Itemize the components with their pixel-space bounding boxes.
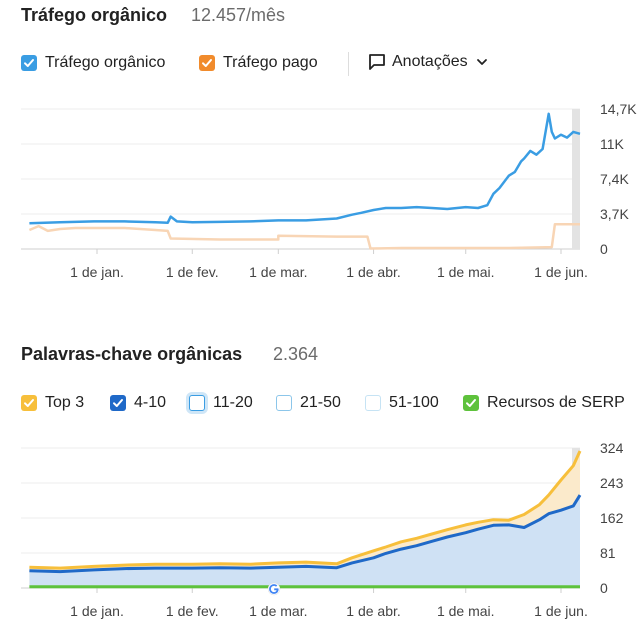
- chevron-down-icon: [476, 56, 488, 68]
- keywords-title: Palavras-chave orgânicas: [21, 344, 243, 364]
- x-tick-label: 1 de mar.: [249, 603, 307, 619]
- legend-serp-features[interactable]: Recursos de SERP: [463, 394, 625, 412]
- legend-organic-traffic[interactable]: Tráfego orgânico: [21, 54, 165, 72]
- legend-top3-label: Top 3: [45, 394, 85, 411]
- legend-serp-label: Recursos de SERP: [487, 394, 625, 411]
- y-tick-label: 81: [600, 545, 616, 561]
- x-tick-label: 1 de jan.: [70, 603, 124, 619]
- legend-51-100[interactable]: 51-100: [365, 394, 439, 412]
- google-icon: [267, 582, 281, 596]
- checkbox-checked-icon[interactable]: [110, 395, 126, 411]
- x-tick-label: 1 de abr.: [346, 264, 401, 280]
- y-tick-label: 7,4K: [600, 171, 629, 187]
- legend-paid-label: Tráfego pago: [223, 54, 318, 71]
- comment-icon: [368, 53, 386, 71]
- y-tick-label: 11K: [600, 136, 625, 152]
- checkbox-unchecked-icon[interactable]: [189, 395, 205, 411]
- x-tick-label: 1 de fev.: [166, 264, 219, 280]
- legend-top3[interactable]: Top 3: [21, 394, 84, 412]
- series-line-0: [29, 112, 581, 225]
- checkbox-checked-icon[interactable]: [199, 55, 215, 71]
- legend-4-10-label: 4-10: [134, 394, 167, 411]
- y-tick-label: 0: [600, 241, 608, 257]
- organic-traffic-chart[interactable]: 14,7K 11K 7,4K 3,7K 0 1 de jan. 1 de fev. 1 de …: [0, 0, 640, 300]
- legend-21-50[interactable]: 21-50: [276, 394, 341, 412]
- y-tick-label: 243: [600, 475, 624, 491]
- y-tick-label: 14,7K: [600, 101, 637, 117]
- legend-paid-traffic[interactable]: Tráfego pago: [199, 54, 318, 72]
- legend-21-50-label: 21-50: [300, 394, 341, 411]
- legend-11-20-label: 11-20: [213, 394, 253, 411]
- traffic-value: 12.457/mês: [191, 5, 286, 25]
- y-tick-label: 162: [600, 510, 624, 526]
- x-tick-label: 1 de mar.: [249, 264, 307, 280]
- checkbox-checked-icon[interactable]: [463, 395, 479, 411]
- legend-11-20[interactable]: 11-20: [189, 394, 253, 412]
- legend-51-100-label: 51-100: [389, 394, 439, 411]
- checkbox-unchecked-icon[interactable]: [276, 395, 292, 411]
- x-tick-label: 1 de mai.: [437, 264, 495, 280]
- series-line-0: [29, 450, 582, 570]
- x-tick-label: 1 de jun.: [534, 264, 588, 280]
- series-line-1: [29, 494, 582, 574]
- series-line-1: [28, 222, 580, 250]
- series-area-1: [29, 495, 580, 588]
- x-tick-label: 1 de abr.: [346, 603, 401, 619]
- google-icon-g: [269, 584, 279, 594]
- keywords-value: 2.364: [273, 344, 319, 364]
- annotations-dropdown[interactable]: Anotações: [368, 53, 488, 71]
- traffic-title: Tráfego orgânico: [21, 5, 168, 25]
- current-period-band: [572, 109, 580, 249]
- x-tick-label: 1 de jun.: [534, 603, 588, 619]
- y-tick-label: 3,7K: [600, 206, 629, 222]
- checkbox-checked-icon[interactable]: [21, 395, 37, 411]
- x-tick-label: 1 de jan.: [70, 264, 124, 280]
- legend-organic-label: Tráfego orgânico: [45, 54, 166, 71]
- annotations-label: Anotações: [392, 53, 468, 70]
- x-tick-label: 1 de fev.: [166, 603, 219, 619]
- checkbox-unchecked-icon[interactable]: [365, 395, 381, 411]
- x-tick-label: 1 de mai.: [437, 603, 495, 619]
- legend-4-10[interactable]: 4-10: [110, 394, 166, 412]
- y-tick-label: 0: [600, 580, 608, 596]
- legend-divider: [348, 52, 349, 76]
- checkbox-checked-icon[interactable]: [21, 55, 37, 71]
- y-tick-label: 324: [600, 440, 624, 456]
